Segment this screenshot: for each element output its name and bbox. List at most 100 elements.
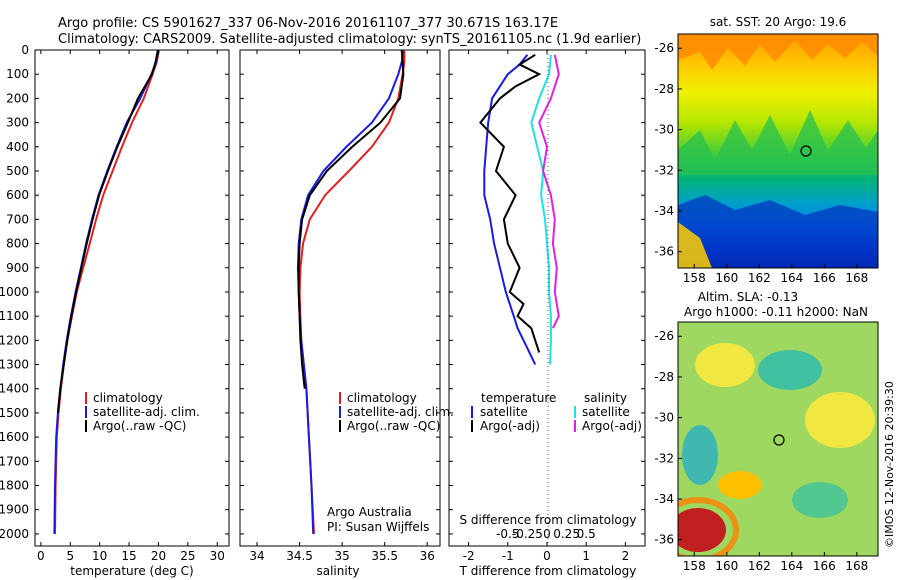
sla-teal-blob — [792, 482, 848, 518]
legend-label-argo: Argo(..raw -QC) — [347, 419, 440, 433]
x-tick-label: 15 — [121, 549, 136, 563]
depth-tick-label: 0 — [21, 43, 29, 57]
sla-teal-blob — [758, 350, 822, 390]
depth-tick-label: 100 — [6, 67, 29, 81]
depth-tick-label: 400 — [6, 140, 29, 154]
map-x-tick-label: 168 — [845, 559, 868, 573]
temperature-x-axis: 0 5 10 15 20 25 30 — [37, 50, 225, 563]
depth-tick-label: 700 — [6, 212, 29, 226]
series-line-salinity-argo-adj- — [538, 54, 560, 329]
legend-label-t-argo: Argo(-adj) — [480, 419, 540, 433]
legend-label-s-argo: Argo(-adj) — [582, 419, 642, 433]
series-line-climatology — [54, 49, 160, 534]
x-tick-label: 25 — [180, 549, 195, 563]
salinity-diff-tick-label: 0.5 — [577, 527, 596, 541]
temperature-legend: climatology satellite-adj. clim. Argo(..… — [85, 391, 200, 433]
map-x-tick-label: 158 — [683, 271, 706, 285]
legend-label-climatology: climatology — [93, 391, 163, 405]
legend-title-temperature: temperature — [481, 391, 556, 405]
depth-tick-label: 800 — [6, 237, 29, 251]
map-x-tick-label: 164 — [780, 271, 803, 285]
sla-red-blob — [678, 508, 726, 552]
difference-legend: temperature salinity satellite Argo(-adj… — [471, 391, 642, 433]
depth-tick-label: 2000 — [0, 527, 29, 541]
depth-tick-label: 1500 — [0, 406, 29, 420]
map-y-tick-label: -34 — [654, 204, 674, 218]
series-line-salinity-satellite — [530, 54, 552, 365]
sst-argo-marker — [800, 145, 812, 157]
x-tick-label: 36 — [420, 549, 435, 563]
sla-teal-blob — [682, 425, 718, 485]
series-line-satellite-adj-clim- — [296, 49, 405, 534]
sla-yellow-blob — [695, 343, 755, 387]
sst-warm-tongue — [678, 34, 878, 70]
map-x-tick-label: 168 — [845, 271, 868, 285]
series-line-argo-raw-qc- — [56, 49, 159, 413]
sla-orange-ring — [678, 497, 739, 556]
legend-label-satellite: satellite-adj. clim. — [347, 405, 454, 419]
sst-map-title: sat. SST: 20 Argo: 19.6 — [710, 15, 847, 29]
map-y-tick-label: -36 — [654, 533, 674, 547]
map-y-tick-label: -32 — [654, 163, 674, 177]
map-y-tick-label: -36 — [654, 245, 674, 259]
map-y-tick-label: -30 — [654, 123, 674, 137]
temperature-series — [53, 49, 160, 534]
sla-yellow-blob — [805, 392, 875, 448]
sla-heatmap — [678, 322, 878, 556]
x-tick-label: 34.5 — [286, 549, 313, 563]
legend-label-climatology: climatology — [347, 391, 417, 405]
salinity-diff-tick-label: -0.5 — [496, 527, 519, 541]
x-tick-label: 30 — [210, 549, 225, 563]
series-line-argo-adj- — [479, 53, 542, 353]
sla-argo-marker — [773, 434, 785, 446]
map-y-tick-label: -28 — [654, 370, 674, 384]
depth-tick-label: 1700 — [0, 454, 29, 468]
salinity-legend: climatology satellite-adj. clim. Argo(..… — [339, 391, 454, 433]
sst-corner-stripe — [678, 222, 712, 268]
salinity-panel — [239, 49, 441, 547]
x-tick-label: 0 — [37, 549, 45, 563]
x-tick-label: 35.5 — [371, 549, 398, 563]
map-y-tick-label: -26 — [654, 41, 674, 55]
difference-x-label: T difference from climatology — [459, 564, 637, 578]
depth-tick-label: 1100 — [0, 309, 29, 323]
legend-label-argo: Argo(..raw -QC) — [93, 419, 186, 433]
sla-orange-blob — [718, 471, 762, 499]
map-x-tick-label: 162 — [748, 559, 771, 573]
map-x-tick-label: 166 — [813, 559, 836, 573]
watermark: ©IMOS 12-Nov-2016 20:39:30 — [883, 381, 896, 548]
legend-label-t-satellite: satellite — [480, 405, 528, 419]
sla-map-axes: 158 160 162 164 166 168 -26 -28 -30 -32 -34 -36 — [654, 329, 868, 573]
x-tick-label: 34 — [249, 549, 264, 563]
map-y-tick-label: -28 — [654, 82, 674, 96]
map-y-tick-label: -34 — [654, 492, 674, 506]
sla-map-title-1: Altim. SLA: -0.13 — [698, 290, 798, 304]
map-y-tick-label: -26 — [654, 329, 674, 343]
map-y-tick-label: -32 — [654, 451, 674, 465]
x-tick-label: 10 — [92, 549, 107, 563]
map-x-tick-label: 160 — [715, 559, 738, 573]
legend-title-salinity: salinity — [584, 391, 627, 405]
salinity-diff-tick-label: -0.25 — [512, 527, 543, 541]
x-tick-label: 2 — [622, 549, 630, 563]
salinity-difference-axis: -0.5-0.25 0 0.250.5 — [496, 527, 596, 541]
depth-axis: 0 100 200 300 400 500 600 700 800 900 1000 1100 1200… — [0, 43, 645, 541]
salinity-x-label: salinity — [316, 564, 359, 578]
series-line-climatology — [298, 50, 406, 534]
salinity-x-axis: 34 34.5 35 35.5 36 — [249, 50, 435, 563]
map-x-tick-label: 164 — [780, 559, 803, 573]
depth-tick-label: 500 — [6, 164, 29, 178]
difference-x-label-top: S difference from climatology — [460, 513, 637, 527]
difference-x-axis: -2 -1 0 1 2 — [463, 50, 630, 563]
sst-heatmap — [678, 34, 878, 268]
legend-label-satellite: satellite-adj. clim. — [93, 405, 200, 419]
x-tick-label: 20 — [151, 549, 166, 563]
map-y-tick-label: -30 — [654, 411, 674, 425]
depth-tick-label: 600 — [6, 188, 29, 202]
x-tick-label: 0 — [543, 549, 551, 563]
map-x-tick-label: 162 — [748, 271, 771, 285]
agency-credit: Argo Australia — [327, 505, 412, 519]
depth-tick-label: 1900 — [0, 503, 29, 517]
salinity-diff-tick-label: 0.25 — [553, 527, 580, 541]
salinity-series — [296, 49, 406, 534]
